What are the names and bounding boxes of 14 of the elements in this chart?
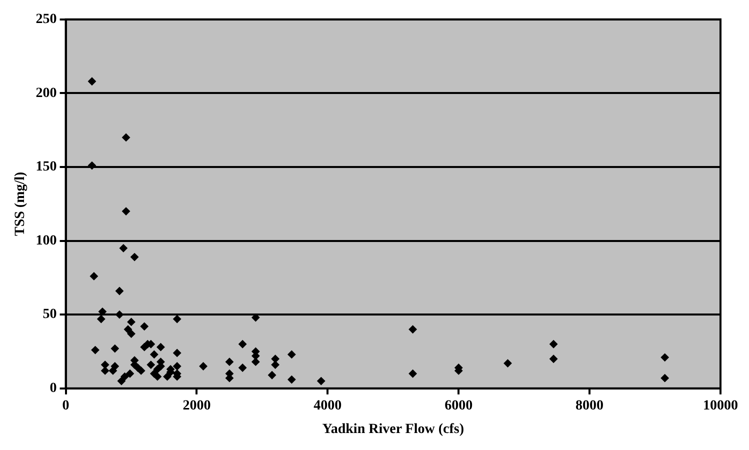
y-tick-label: 200 — [36, 86, 57, 101]
x-tick-label: 0 — [62, 398, 70, 414]
y-tick-label: 100 — [36, 233, 57, 248]
y-tick-label: 0 — [50, 381, 57, 396]
x-tick-label: 6000 — [444, 398, 473, 414]
x-tick-label: 10000 — [703, 398, 738, 414]
x-tick-label: 4000 — [314, 398, 342, 414]
y-tick-label: 150 — [36, 160, 57, 175]
y-axis-title: TSS (mg/l) — [13, 171, 28, 236]
x-tick-label: 8000 — [576, 398, 604, 414]
x-axis-title: Yadkin River Flow (cfs) — [322, 422, 464, 438]
y-tick-label: 250 — [36, 12, 57, 28]
y-tick-label: 50 — [42, 307, 57, 322]
x-tick-label: 2000 — [182, 398, 211, 414]
